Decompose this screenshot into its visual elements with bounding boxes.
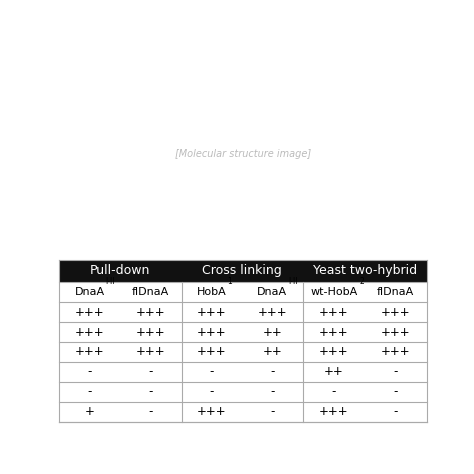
- Text: +++: +++: [197, 306, 227, 319]
- Text: -: -: [87, 365, 92, 378]
- Text: +++: +++: [319, 346, 348, 358]
- Text: ++: ++: [324, 365, 344, 378]
- Text: DnaA: DnaA: [257, 287, 287, 297]
- Text: wt-HobA: wt-HobA: [310, 287, 357, 297]
- Bar: [59, 322, 427, 342]
- Text: -: -: [393, 385, 398, 399]
- Text: ++: ++: [263, 346, 282, 358]
- Text: Cross linking: Cross linking: [202, 264, 282, 277]
- Bar: [59, 302, 427, 322]
- Text: -: -: [148, 385, 153, 399]
- Text: +++: +++: [197, 405, 227, 419]
- Text: -: -: [270, 365, 274, 378]
- Text: +++: +++: [136, 326, 165, 338]
- Text: +++: +++: [75, 346, 104, 358]
- Text: +++: +++: [197, 346, 227, 358]
- Text: I-II: I-II: [105, 277, 115, 286]
- Bar: [59, 260, 427, 282]
- Text: +++: +++: [75, 306, 104, 319]
- Text: flDnaA: flDnaA: [132, 287, 169, 297]
- Text: flDnaA: flDnaA: [377, 287, 414, 297]
- Text: DnaA: DnaA: [74, 287, 105, 297]
- Text: +++: +++: [381, 346, 410, 358]
- Bar: [59, 362, 427, 382]
- Text: +++: +++: [381, 326, 410, 338]
- Text: -: -: [210, 385, 214, 399]
- Text: +++: +++: [319, 405, 348, 419]
- Text: -: -: [148, 405, 153, 419]
- Text: 1: 1: [228, 277, 232, 286]
- Bar: [59, 342, 427, 362]
- Text: -: -: [87, 385, 92, 399]
- Text: -: -: [393, 405, 398, 419]
- Text: ++: ++: [263, 326, 282, 338]
- Text: -: -: [270, 385, 274, 399]
- Text: Pull-down: Pull-down: [90, 264, 151, 277]
- Text: +++: +++: [319, 306, 348, 319]
- Text: I-II: I-II: [288, 277, 298, 286]
- Text: +++: +++: [136, 346, 165, 358]
- Text: +++: +++: [257, 306, 287, 319]
- Bar: [59, 282, 427, 302]
- Text: -: -: [331, 385, 336, 399]
- Text: Yeast two-hybrid: Yeast two-hybrid: [313, 264, 417, 277]
- Text: +++: +++: [136, 306, 165, 319]
- Text: -: -: [393, 365, 398, 378]
- Bar: [59, 382, 427, 402]
- Text: +++: +++: [197, 326, 227, 338]
- Bar: [59, 402, 427, 422]
- Text: [Molecular structure image]: [Molecular structure image]: [175, 149, 311, 159]
- Text: +++: +++: [381, 306, 410, 319]
- Text: HobA: HobA: [197, 287, 227, 297]
- Text: -: -: [210, 365, 214, 378]
- Text: +: +: [85, 405, 94, 419]
- Text: -: -: [148, 365, 153, 378]
- Text: 2: 2: [360, 277, 365, 286]
- Text: +++: +++: [319, 326, 348, 338]
- Text: -: -: [270, 405, 274, 419]
- Text: +++: +++: [75, 326, 104, 338]
